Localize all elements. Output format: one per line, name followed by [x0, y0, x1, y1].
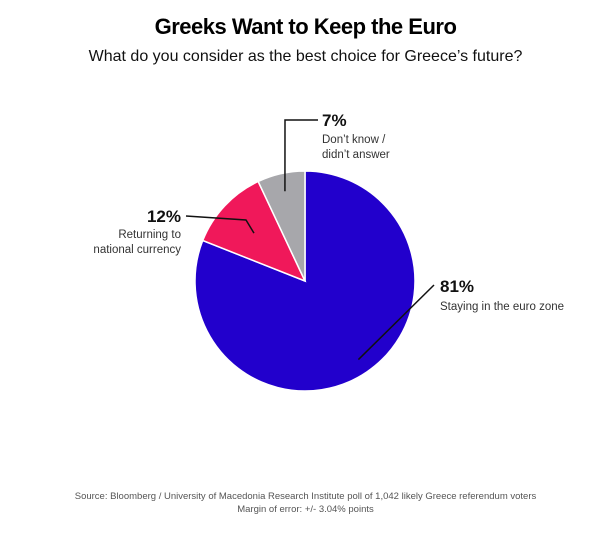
slice-category-label: didn’t answer — [322, 149, 390, 161]
leader-line — [357, 284, 435, 361]
slice-category-label: Staying in the euro zone — [440, 301, 564, 313]
source-line: Source: Bloomberg / University of Macedo… — [74, 491, 537, 502]
chart-subtitle: What do you consider as the best choice … — [88, 48, 523, 65]
slice-percent-label: 7% — [322, 111, 347, 130]
slice-percent-label: 81% — [440, 277, 474, 296]
leader-line — [185, 215, 255, 234]
chart-title: Greeks Want to Keep the Euro — [154, 14, 457, 39]
source-note: Source: Bloomberg / University of Macedo… — [0, 490, 611, 516]
slice-category-label: Don’t know / — [322, 134, 386, 146]
pie-slice — [257, 170, 306, 282]
leader-line — [284, 119, 318, 192]
slice-percent-label: 12% — [147, 207, 181, 226]
margin-of-error-line: Margin of error: +/- 3.04% points — [237, 504, 374, 515]
pie-slice — [201, 180, 307, 283]
slice-category-label: national currency — [93, 244, 181, 256]
slice-category-label: Returning to — [118, 229, 181, 241]
